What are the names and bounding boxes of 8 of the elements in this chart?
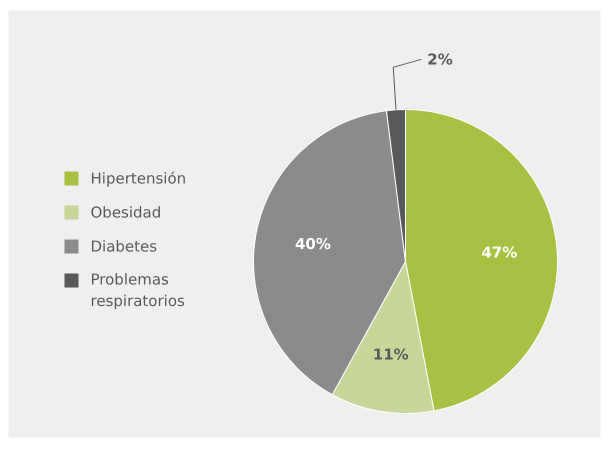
data-label: 47% bbox=[481, 244, 518, 262]
data-label: 40% bbox=[294, 234, 331, 253]
legend-label: Problemas respiratorios bbox=[90, 270, 185, 310]
legend-label: Obesidad bbox=[90, 204, 162, 222]
data-label: 2% bbox=[427, 50, 453, 68]
legend-label: Hipertensión bbox=[90, 170, 186, 188]
legend-label: Diabetes bbox=[90, 238, 158, 256]
data-label: 11% bbox=[372, 346, 409, 364]
